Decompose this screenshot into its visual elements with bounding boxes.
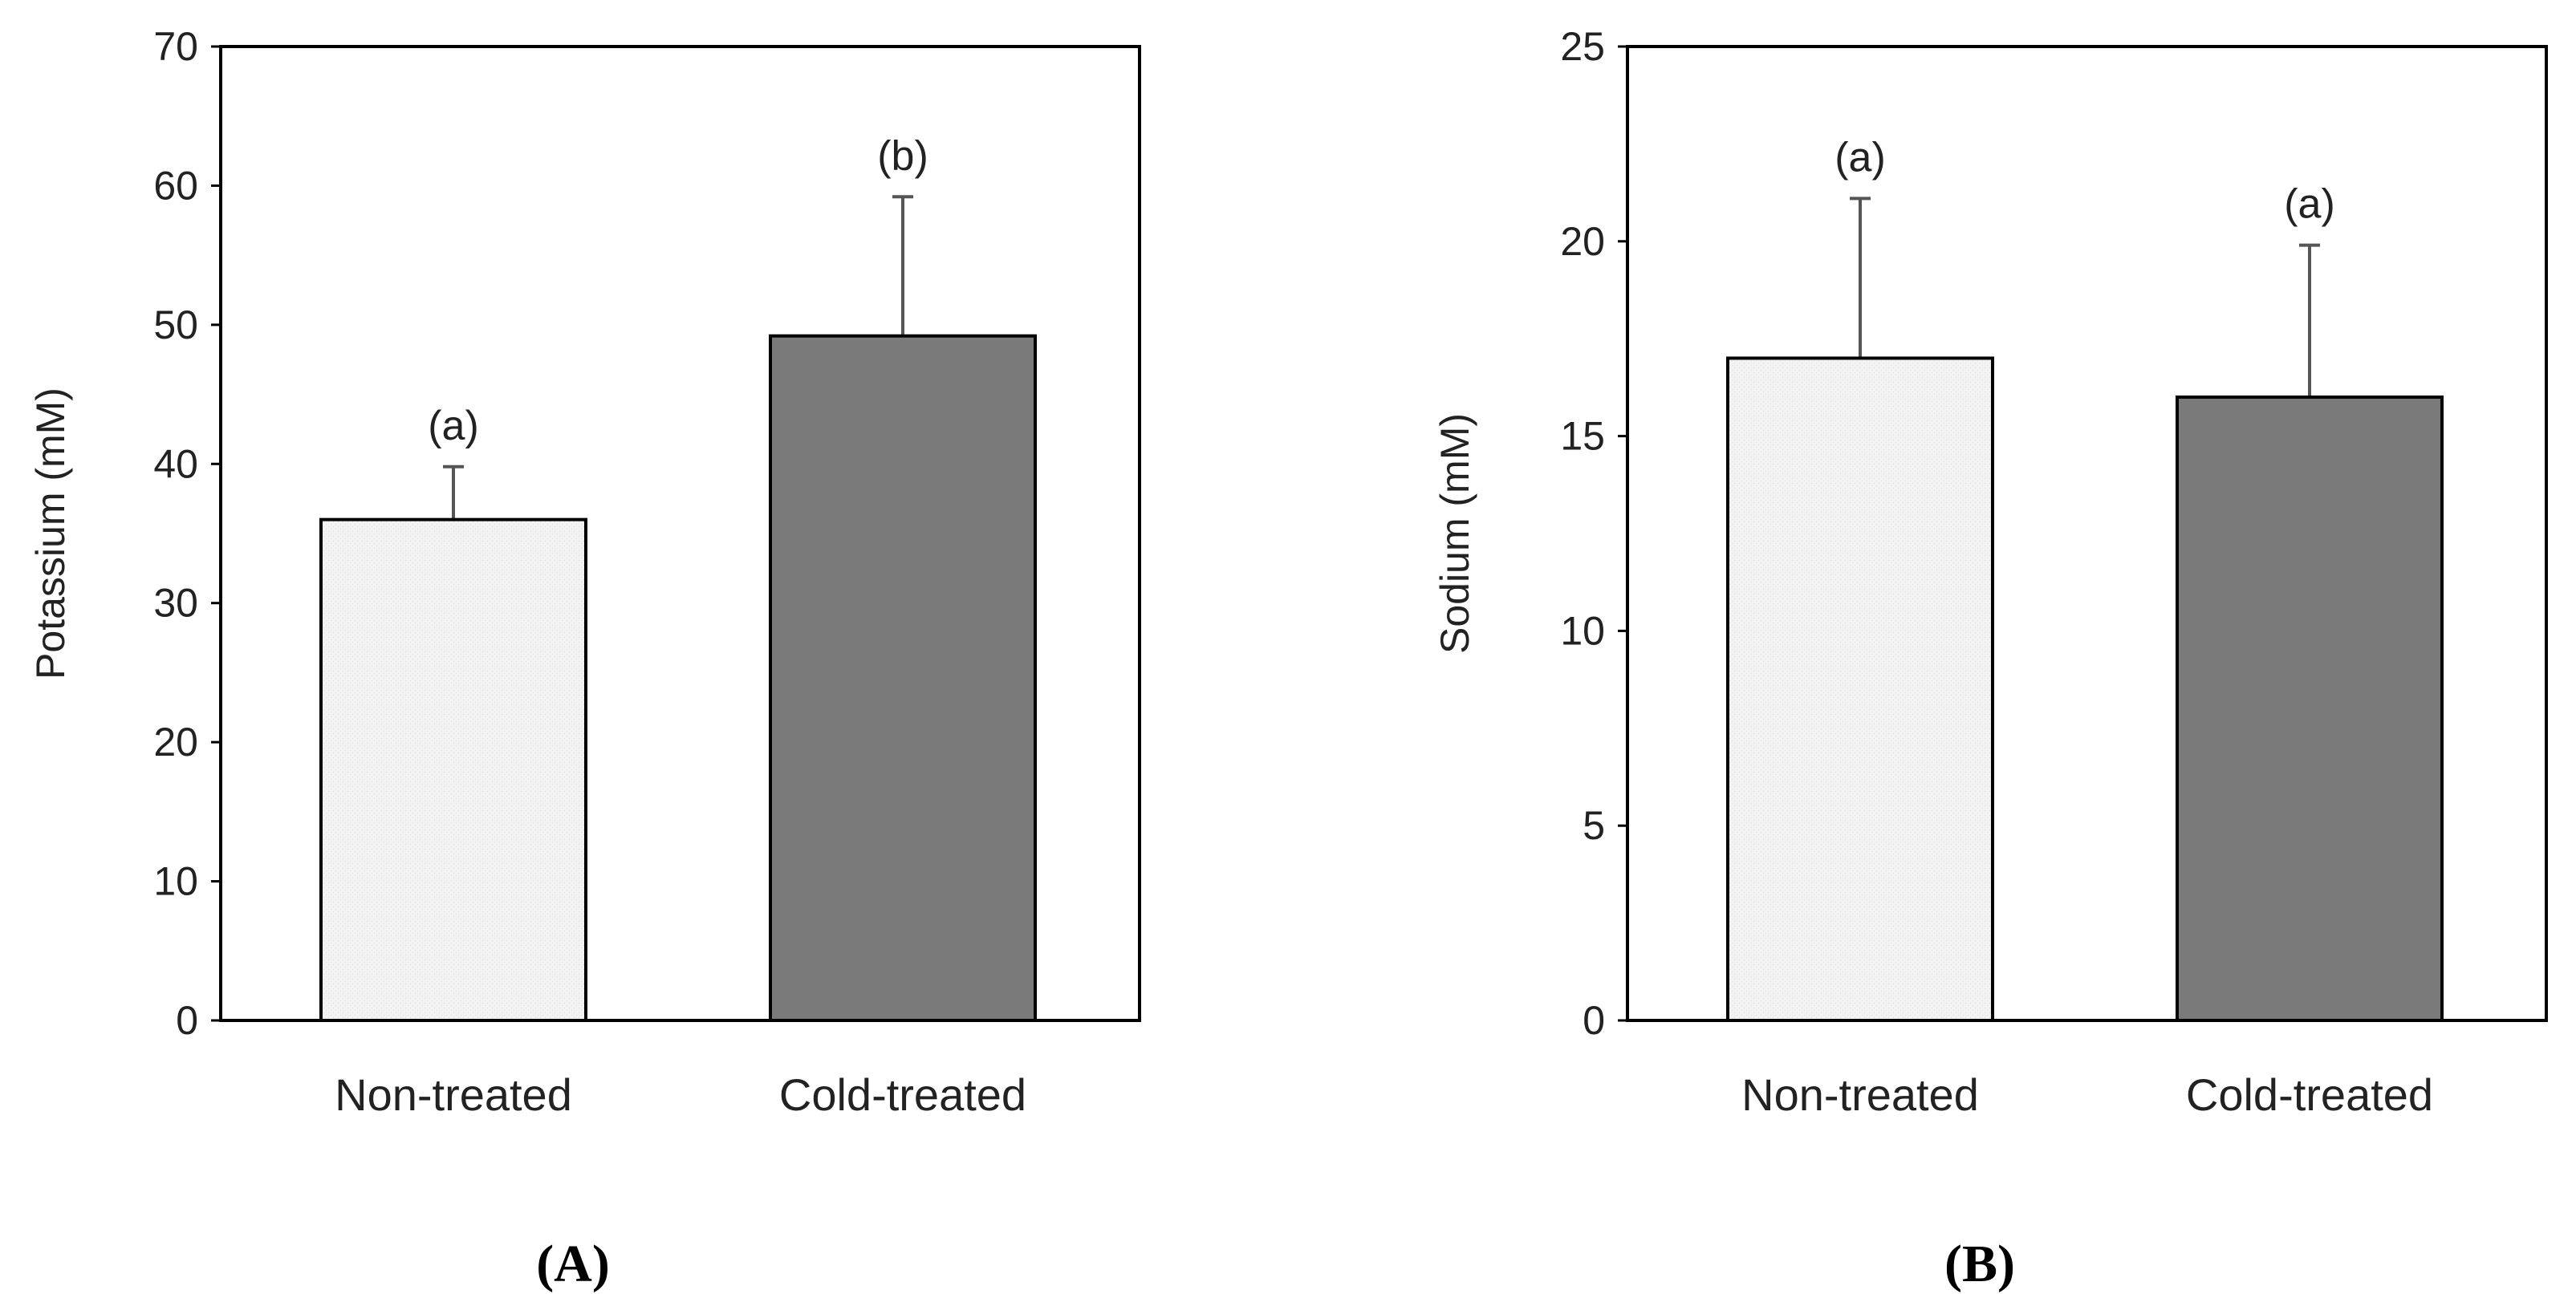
chart-b-y-tick-label-3: 15 bbox=[1560, 414, 1605, 459]
chart-a-category-labels: Non-treated Cold-treated bbox=[335, 1069, 1026, 1120]
chart-a-y-tick-label-1: 10 bbox=[153, 859, 198, 904]
chart-b-category-label-1: Cold-treated bbox=[2186, 1069, 2433, 1120]
chart-a-bar-1 bbox=[769, 334, 1037, 1022]
chart-b-bars: (a) (a) bbox=[1726, 134, 2444, 1023]
chart-b-plot-frame bbox=[1626, 45, 2548, 1022]
chart-a-category-label-1: Cold-treated bbox=[779, 1069, 1026, 1120]
chart-a-y-tick-label-5: 50 bbox=[153, 302, 198, 347]
chart-b-sodium: 0 5 10 15 20 25 (a) (a) Non-treated Cold-treate… bbox=[1432, 24, 2548, 1293]
chart-a-bars: (a) (b) bbox=[319, 132, 1037, 1022]
chart-a-y-tick-label-3: 30 bbox=[153, 581, 198, 626]
chart-a-y-tick-label-7: 70 bbox=[153, 24, 198, 69]
chart-a-plot-frame bbox=[219, 45, 1141, 1022]
chart-a-bar-0 bbox=[319, 517, 587, 1022]
chart-a-significance-label-1: (b) bbox=[877, 132, 928, 179]
chart-b-significance-label-1: (a) bbox=[2284, 181, 2335, 228]
chart-b-bar-1 bbox=[2176, 396, 2444, 1023]
chart-b-y-tick-label-4: 20 bbox=[1560, 219, 1605, 264]
chart-b-y-tick-label-5: 25 bbox=[1560, 24, 1605, 69]
chart-a-potassium: 0 10 20 30 40 50 60 70 (a) (b) Non-treated Cold-t… bbox=[28, 24, 1141, 1293]
chart-b-y-tick-label-2: 10 bbox=[1560, 608, 1605, 653]
chart-b-y-tick-label-1: 5 bbox=[1583, 803, 1605, 848]
chart-b-bar-0 bbox=[1726, 356, 1994, 1023]
chart-a-panel-label: (A) bbox=[536, 1235, 610, 1293]
chart-a-y-tick-label-4: 40 bbox=[153, 441, 198, 486]
chart-a-y-tick-label-6: 60 bbox=[153, 163, 198, 208]
chart-b-y-ticks: 0 5 10 15 20 25 bbox=[1560, 24, 1627, 1043]
chart-b-significance-label-0: (a) bbox=[1834, 134, 1886, 181]
chart-b-y-axis-label: Sodium (mM) bbox=[1432, 413, 1477, 654]
chart-b-y-tick-label-0: 0 bbox=[1583, 998, 1605, 1043]
chart-b-category-label-0: Non-treated bbox=[1741, 1069, 1979, 1120]
chart-a-y-axis-label: Potassium (mM) bbox=[28, 387, 73, 679]
chart-a-y-tick-label-0: 0 bbox=[176, 998, 198, 1043]
chart-a-category-label-0: Non-treated bbox=[335, 1069, 572, 1120]
chart-a-significance-label-0: (a) bbox=[428, 403, 479, 449]
chart-b-panel-label: (B) bbox=[1944, 1235, 2015, 1293]
chart-a-y-tick-label-2: 20 bbox=[153, 720, 198, 765]
chart-a-y-ticks: 0 10 20 30 40 50 60 70 bbox=[153, 24, 221, 1043]
chart-b-category-labels: Non-treated Cold-treated bbox=[1741, 1069, 2433, 1120]
